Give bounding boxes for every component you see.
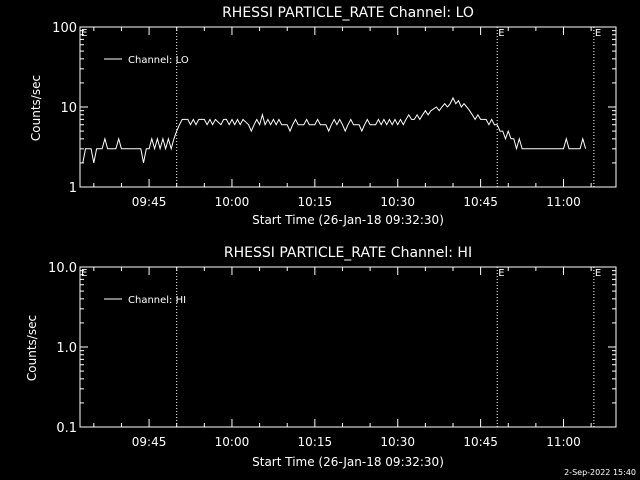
hi-x-axis-label: Start Time (26-Jan-18 09:32:30) — [252, 455, 444, 469]
hi-channel-panel: RHESSI PARTICLE_RATE Channel: HI Counts/… — [25, 245, 617, 469]
hi-x-tick-label: 11:00 — [546, 435, 581, 449]
hi-y-tick-label: 1.0 — [56, 341, 77, 356]
lo-series-line — [82, 96, 587, 163]
hi-event-marker-label: E — [498, 268, 504, 279]
lo-channel-panel: RHESSI PARTICLE_RATE Channel: LO Counts/… — [29, 5, 617, 227]
lo-plot-layer: 09:45 10:00 10:15 10:30 10:45 11:00 1 10 100 E E — [52, 21, 617, 209]
hi-y-axis-label: Counts/sec — [25, 315, 39, 381]
lo-event-marker-label: E — [498, 28, 504, 39]
hi-y-tick-label: 0.1 — [56, 421, 77, 436]
lo-y-tick-label: 100 — [52, 21, 77, 36]
lo-event-marker-label: E — [595, 28, 601, 39]
hi-y-tick-label: 10.0 — [48, 261, 77, 276]
hi-x-tick-label: 10:15 — [298, 435, 333, 449]
hi-x-tick-label: 10:30 — [380, 435, 415, 449]
hi-x-tick-label: 09:45 — [132, 435, 167, 449]
lo-x-tick-label: 09:45 — [132, 195, 167, 209]
lo-chart-title: RHESSI PARTICLE_RATE Channel: LO — [222, 5, 474, 21]
hi-chart-title: RHESSI PARTICLE_RATE Channel: HI — [224, 245, 472, 261]
lo-edge-marker-label: E — [81, 28, 87, 39]
lo-x-tick-label: 11:00 — [546, 195, 581, 209]
hi-x-tick-label: 10:00 — [215, 435, 250, 449]
hi-x-tick-label: 10:45 — [463, 435, 498, 449]
hi-legend-label: Channel: HI — [128, 295, 186, 306]
lo-legend-label: Channel: LO — [128, 55, 189, 66]
lo-x-tick-label: 10:45 — [463, 195, 498, 209]
hi-plot-layer: 09:45 10:00 10:15 10:30 10:45 11:00 0.1 1.0 10.0… — [48, 261, 617, 449]
lo-y-axis-label: Counts/sec — [29, 75, 43, 141]
lo-x-axis-label: Start Time (26-Jan-18 09:32:30) — [252, 213, 444, 227]
lo-y-tick-label: 1 — [69, 181, 77, 196]
lo-y-tick-label: 10 — [60, 101, 77, 116]
hi-event-marker-label: E — [595, 268, 601, 279]
lo-x-tick-label: 10:15 — [298, 195, 333, 209]
generation-timestamp: 2-Sep-2022 15:40 — [564, 468, 636, 477]
hi-edge-marker-label: E — [81, 268, 87, 279]
lo-x-tick-label: 10:30 — [380, 195, 415, 209]
lo-x-tick-label: 10:00 — [215, 195, 250, 209]
